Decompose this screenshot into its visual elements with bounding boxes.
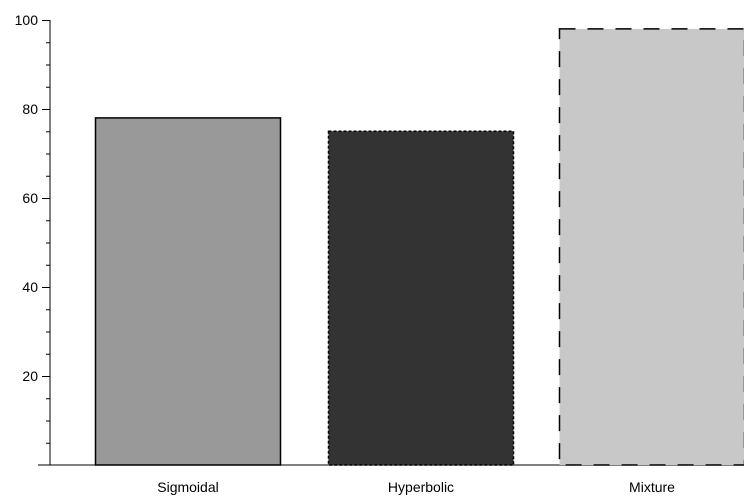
bar-hyperbolic — [327, 130, 515, 466]
y-tick-label: 60 — [22, 190, 38, 206]
x-tick-label: Mixture — [629, 479, 675, 495]
y-tick-label: 80 — [22, 101, 38, 117]
bar-sigmoidal — [94, 117, 282, 466]
labels: 20 40 60 80 100 Sigmoidal Hyperbolic Mixture — [15, 12, 676, 495]
bar-mixture — [558, 28, 744, 466]
y-tick-label: 20 — [22, 368, 38, 384]
x-tick-label: Sigmoidal — [157, 479, 218, 495]
bars — [94, 28, 744, 466]
x-tick-label: Hyperbolic — [388, 479, 454, 495]
y-tick-label: 100 — [15, 12, 39, 28]
y-tick-label: 40 — [22, 279, 38, 295]
